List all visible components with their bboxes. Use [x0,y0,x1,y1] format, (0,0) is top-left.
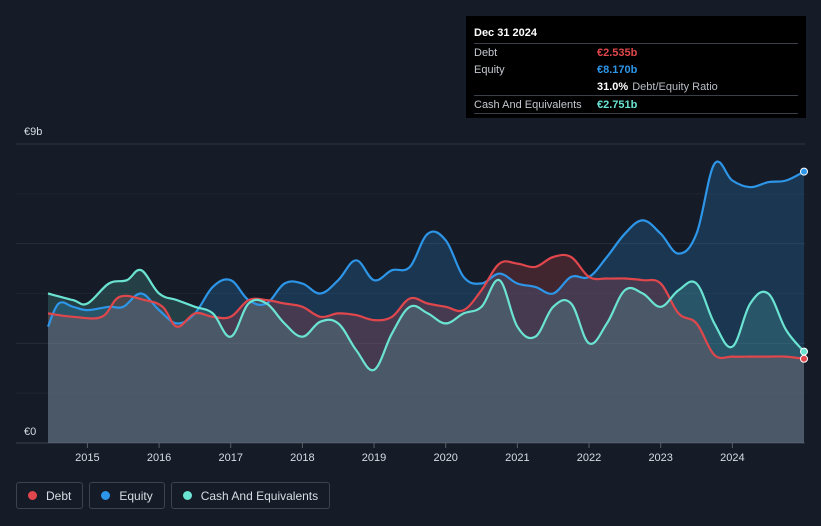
tooltip-ratio-value: 31.0% [597,80,629,93]
tooltip-date: Dec 31 2024 [474,27,537,39]
legend-item-debt[interactable]: Debt [16,482,84,509]
legend-item-equity[interactable]: Equity [89,482,165,509]
tooltip-row-equity: Equity €8.170b [474,61,798,78]
tooltip-debt-label: Debt [474,46,498,59]
y-tick-label-max: €9b [24,126,42,138]
x-tick-label-2015: 2015 [75,452,99,464]
legend-dot-equity [101,491,111,500]
end-marker-debt [800,354,808,363]
tooltip-row-cash: Cash And Equivalents €2.751b [474,95,798,113]
x-axis-ticks: 2015 2016 2017 2018 2019 2020 2021 2022 2023 2024 [75,443,745,464]
tooltip-bottom-rule [474,113,798,115]
y-tick-label-zero: €0 [24,426,36,438]
legend-dot-cash [182,491,192,500]
area-cash-and-equivalents [48,269,804,443]
grid-lines [16,193,805,394]
legend-dot-debt [28,491,37,500]
tooltip-equity-value: €8.170b [597,63,638,76]
line-equity [46,160,805,328]
x-tick-label-2022: 2022 [577,452,601,464]
x-tick-label-2018: 2018 [290,452,314,464]
x-tick-label-2019: 2019 [362,452,386,464]
x-tick-label-2023: 2023 [648,452,672,464]
x-tick-label-2020: 2020 [433,452,457,464]
tooltip-equity-label: Equity [474,63,505,76]
series-end-markers [800,167,808,363]
legend-label-debt: Debt [46,488,72,503]
series-lines [46,160,805,372]
area-debt [48,254,804,443]
x-tick-label-2024: 2024 [720,452,744,464]
tooltip-row-ratio: 31.0% Debt/Equity Ratio [474,78,798,95]
tooltip-cash-value: €2.751b [597,98,638,111]
chart-legend: Debt Equity Cash And Equivalents [16,482,331,509]
x-tick-label-2016: 2016 [147,452,171,464]
tooltip-row-debt: Debt €2.535b [474,43,798,61]
legend-item-cash[interactable]: Cash And Equivalents [170,482,331,509]
legend-label-cash: Cash And Equivalents [200,488,319,503]
legend-label-equity: Equity [119,488,153,503]
end-marker-cash-and-equivalents [800,347,808,356]
x-tick-label-2021: 2021 [505,452,529,464]
x-tick-label-2017: 2017 [218,452,242,464]
value-tooltip: Dec 31 2024 Debt €2.535b Equity €8.170b … [466,16,806,118]
tooltip-ratio-note: Debt/Equity Ratio [632,80,718,93]
tooltip-debt-value: €2.535b [597,46,638,59]
tooltip-cash-label: Cash And Equivalents [474,98,582,111]
line-cash-and-equivalents [47,268,805,372]
line-debt [47,253,805,360]
end-marker-equity [800,167,808,176]
